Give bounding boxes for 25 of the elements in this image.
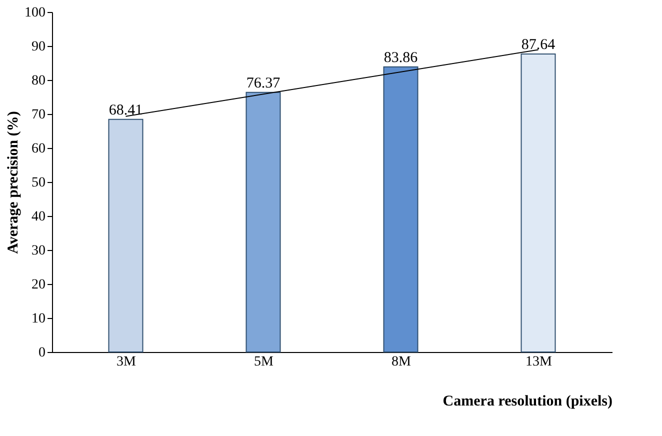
x-tick-label: 13M	[526, 354, 553, 370]
bar	[108, 118, 144, 352]
y-axis-title: Average precision (%)	[6, 111, 22, 254]
data-label: 83.86	[384, 50, 418, 66]
bar	[383, 66, 418, 352]
y-tick-label: 80	[32, 74, 46, 88]
data-label: 87.64	[521, 37, 556, 54]
data-label: 68.41	[108, 102, 143, 118]
y-tick-label: 90	[32, 40, 46, 54]
y-tick-label: 50	[32, 176, 46, 190]
data-label: 76.37	[246, 75, 281, 92]
x-tick-label: 3M	[116, 354, 137, 370]
y-tick-label: 40	[32, 210, 46, 224]
y-tick-label: 10	[32, 312, 46, 326]
y-tick-label: 0	[38, 346, 46, 360]
x-tick-label: 8M	[392, 354, 412, 370]
bar	[246, 92, 281, 352]
y-tick-label: 20	[32, 278, 46, 292]
x-axis-title: Camera resolution (pixels)	[442, 394, 613, 410]
bar	[520, 54, 556, 352]
y-tick-label: 60	[32, 142, 46, 156]
y-tick-label: 100	[24, 6, 46, 20]
y-tick-label: 30	[32, 244, 46, 258]
x-tick-label: 5M	[254, 354, 274, 370]
y-tick-label: 70	[32, 108, 46, 122]
